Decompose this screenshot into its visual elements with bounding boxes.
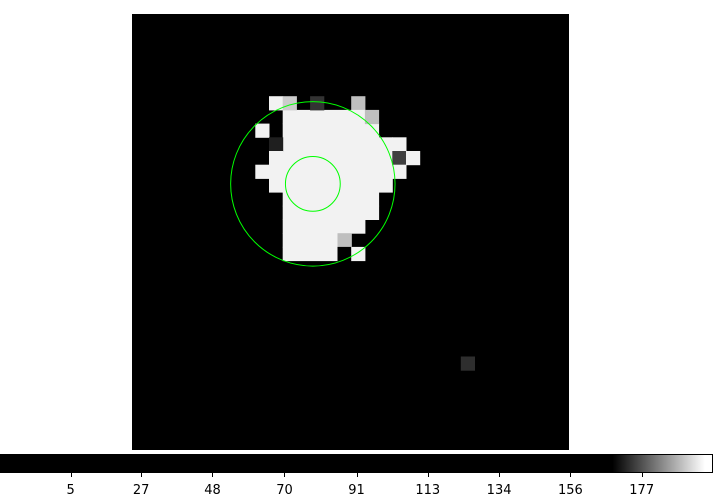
colorbar-ticks: 5 27 48 70 91 113 134 156 177 <box>0 473 714 499</box>
image-pixel <box>269 178 284 193</box>
colorbar-tick-mark <box>356 473 358 477</box>
image-pixel <box>269 137 284 152</box>
image-pixel <box>392 151 407 166</box>
colorbar-tick-label: 91 <box>348 483 365 498</box>
colorbar-tick-label: 70 <box>276 483 293 498</box>
image-pixel <box>282 96 297 111</box>
colorbar-tick-mark <box>427 473 429 477</box>
image-pixel <box>460 356 475 371</box>
colorbar-tick-mark <box>141 473 143 477</box>
colorbar-tick-label: 177 <box>629 483 655 498</box>
colorbar-tick-mark <box>570 473 572 477</box>
colorbar-tick-label: 156 <box>557 483 583 498</box>
colorbar-tick-label: 27 <box>132 483 150 498</box>
colorbar-tick-mark <box>212 473 214 477</box>
image-pixel <box>406 151 421 166</box>
colorbar-tick-mark <box>70 473 72 477</box>
colorbar-tick-mark <box>641 473 643 477</box>
image-pixel <box>269 96 284 111</box>
image-canvas[interactable] <box>132 14 569 450</box>
colorbar-tick-label: 5 <box>66 483 75 498</box>
bright-source-row <box>296 178 393 193</box>
outer-circle-region[interactable] <box>230 101 396 267</box>
colorbar[interactable] <box>0 454 713 473</box>
bright-source-row <box>282 123 380 138</box>
image-pixel <box>351 96 366 111</box>
image-pixel <box>337 246 352 262</box>
image-pixel <box>392 137 407 152</box>
image-pixel <box>392 164 407 179</box>
colorbar-tick-label: 134 <box>486 483 512 498</box>
image-pixel <box>310 96 325 111</box>
colorbar-tick-mark <box>284 473 286 477</box>
image-pixel <box>364 109 380 125</box>
bright-source-row <box>282 151 393 166</box>
bright-source-row <box>296 192 380 207</box>
bright-source-row <box>282 233 352 248</box>
bright-source-row <box>282 109 366 125</box>
bright-source-row <box>282 246 338 262</box>
colorbar-tick-mark <box>499 473 501 477</box>
image-pixel <box>269 164 284 179</box>
bright-source-row <box>282 219 366 234</box>
bright-source-row <box>282 137 393 152</box>
inner-circle-region[interactable] <box>284 155 341 212</box>
colorbar-tick-label: 48 <box>204 483 221 498</box>
image-pixel <box>255 123 270 138</box>
colorbar-tick-label: 113 <box>415 483 441 498</box>
image-pixel <box>255 164 270 179</box>
image-display[interactable] <box>132 14 569 450</box>
image-pixel <box>282 178 297 193</box>
image-pixel <box>269 151 284 166</box>
image-pixel <box>337 233 352 248</box>
bright-source-row <box>296 205 380 220</box>
image-pixel <box>282 205 297 220</box>
